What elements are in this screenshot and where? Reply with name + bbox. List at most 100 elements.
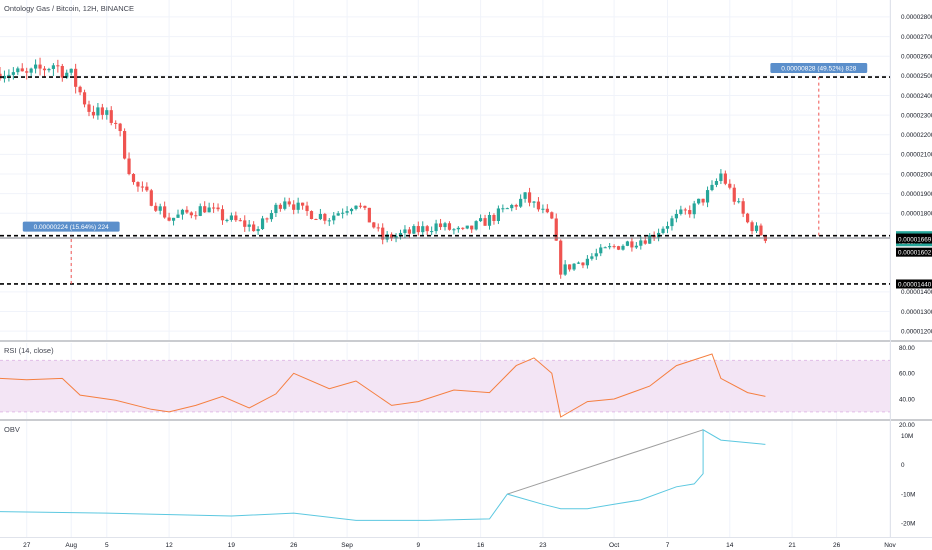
candle <box>532 201 536 208</box>
candle-body <box>252 224 256 232</box>
candle-body <box>100 107 104 115</box>
candle <box>109 106 113 126</box>
candle-body <box>621 245 625 250</box>
measure-label-box <box>770 63 868 74</box>
candle <box>229 212 233 222</box>
price-tick-label: 0.00001200 <box>901 328 932 335</box>
candle-body <box>616 246 621 250</box>
candle-body <box>536 201 541 210</box>
price-tick-label: 0.00001300 <box>901 309 932 316</box>
time-tick-label: 26 <box>833 542 841 549</box>
candle <box>354 205 358 211</box>
candle-body <box>131 174 136 183</box>
candle-body <box>496 208 500 221</box>
candle-body <box>398 232 403 236</box>
candle <box>559 239 563 279</box>
candle <box>465 225 469 230</box>
candle <box>754 222 759 234</box>
obv-series <box>0 428 766 521</box>
candle-body <box>705 190 710 203</box>
candle <box>514 203 518 210</box>
candle <box>345 206 349 216</box>
candle <box>51 63 55 76</box>
price-tick-label: 0.00002700 <box>901 34 932 41</box>
candle <box>163 201 167 219</box>
candle <box>719 169 723 185</box>
candle-body <box>470 225 474 230</box>
candle-body <box>25 71 29 73</box>
candle <box>746 212 750 224</box>
candle <box>496 205 500 225</box>
candle-body <box>719 173 723 182</box>
candle <box>171 217 176 226</box>
candle-body <box>176 214 180 218</box>
candle-body <box>198 206 202 216</box>
candle <box>11 67 15 80</box>
candle <box>363 205 367 211</box>
candle <box>581 262 585 269</box>
candle-body <box>216 207 220 210</box>
candle-body <box>65 72 69 78</box>
candle-body <box>314 219 318 221</box>
horizontal-levels[interactable] <box>0 76 890 285</box>
candle-body <box>456 227 460 230</box>
candle-body <box>118 123 122 132</box>
candle-body <box>367 207 371 223</box>
candle-body <box>60 65 64 78</box>
time-tick-label: 14 <box>726 542 734 549</box>
rsi-band <box>0 359 890 413</box>
candle <box>296 197 300 214</box>
candle-body <box>594 253 598 257</box>
candle-body <box>416 226 420 233</box>
price-axis[interactable]: 0.00002800 0.00002700 0.00002600 0.00002500… <box>896 14 932 528</box>
candle-body <box>256 229 260 232</box>
candle-body <box>438 223 443 228</box>
candle <box>287 197 291 207</box>
candle-body <box>581 262 585 266</box>
candle <box>479 214 483 223</box>
candle <box>430 226 434 236</box>
candle-body <box>563 264 567 275</box>
candle-body <box>532 201 536 203</box>
candle <box>185 206 189 214</box>
rsi-band-fill <box>0 360 890 412</box>
candle-body <box>487 214 492 226</box>
candle <box>314 218 318 221</box>
candle <box>118 122 122 137</box>
time-tick-label: 23 <box>539 542 547 549</box>
candle-body <box>349 208 354 212</box>
candle <box>60 63 64 82</box>
candle-body <box>220 209 225 221</box>
candle <box>670 215 674 231</box>
candle-body <box>127 158 131 175</box>
candle <box>701 198 705 206</box>
candle <box>487 211 492 230</box>
price-tick-label: 0.00001900 <box>901 191 932 198</box>
time-axis[interactable]: 27 Aug 5 12 19 26 Sep 9 16 23 Oct 7 14 21 26 Nov <box>23 542 896 549</box>
candle <box>154 202 158 213</box>
candle <box>180 208 185 220</box>
candle-body <box>323 213 327 221</box>
candle-body <box>639 240 643 246</box>
candle-body <box>78 86 82 93</box>
candle <box>630 237 634 252</box>
candle <box>563 260 567 276</box>
price-tick-label: 0.00002800 <box>901 14 932 21</box>
price-axis-tag-text: 0.00001440 <box>898 281 932 288</box>
candle-body <box>510 204 514 209</box>
rsi-tick-label: 60.00 <box>899 371 915 378</box>
candlestick-series <box>0 57 767 279</box>
candle-body <box>20 68 24 72</box>
candle <box>198 203 202 217</box>
candle <box>714 178 719 188</box>
candle <box>519 194 523 208</box>
candle <box>225 218 229 223</box>
candle-body <box>541 208 545 210</box>
candle <box>390 232 394 242</box>
candle <box>105 107 109 120</box>
candle-body <box>51 65 55 69</box>
measure-label: 0.00000828 (49.52%) 828 <box>781 65 857 72</box>
measurements[interactable]: 0.00000224 (15.64%) 224 0.00000828 (49.52… <box>22 63 868 284</box>
candle <box>643 235 647 245</box>
candle <box>621 244 625 251</box>
